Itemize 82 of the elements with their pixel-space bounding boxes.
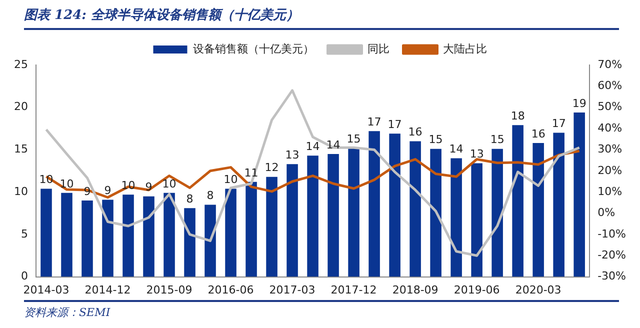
y-tick-label: 25 <box>14 58 28 71</box>
y-tick-label: 0 <box>20 270 28 283</box>
bar <box>574 112 585 277</box>
bar <box>471 163 482 277</box>
legend-label: 大陆占比 <box>442 42 487 56</box>
bar <box>430 148 442 277</box>
x-tick-label: 2014-03 <box>23 283 70 296</box>
data-label: 14 <box>449 142 464 156</box>
y2-tick-label: 30% <box>598 142 622 156</box>
y2-tick-label: 10% <box>598 184 622 198</box>
y-tick-label: 15 <box>14 142 28 156</box>
bar <box>204 204 216 277</box>
y2-tick-label: 70% <box>598 58 622 71</box>
x-tick-label: 2019-06 <box>454 283 500 296</box>
data-label: 10 <box>60 177 74 190</box>
data-label: 8 <box>206 189 214 202</box>
y2-tick-label: 60% <box>598 79 622 92</box>
bar <box>246 182 257 277</box>
y2-tick-label: 40% <box>598 121 622 134</box>
data-label: 16 <box>531 127 546 140</box>
y2-tick-label: 50% <box>598 100 622 114</box>
bar <box>286 164 298 277</box>
data-label: 17 <box>367 115 382 128</box>
data-label: 10 <box>224 173 238 186</box>
bar <box>82 200 93 277</box>
data-label: 18 <box>510 110 525 123</box>
bar <box>492 148 503 277</box>
data-label: 10 <box>162 177 176 190</box>
bar <box>348 148 360 277</box>
data-label: 10 <box>39 173 54 186</box>
data-label: 19 <box>572 96 586 110</box>
bar <box>410 141 421 277</box>
y-tick-label: 20 <box>14 100 28 114</box>
data-label: 13 <box>470 148 484 161</box>
y2-tick-label: 0% <box>598 206 616 220</box>
bar <box>266 176 278 277</box>
y2-tick-label: -10% <box>598 227 626 240</box>
bar <box>389 134 400 277</box>
bar <box>164 192 175 277</box>
bar <box>61 192 72 277</box>
chart-title: 图表 124: 全球半导体设备销售额（十亿美元） <box>24 6 619 30</box>
data-label: 14 <box>306 140 320 154</box>
bar <box>368 131 380 277</box>
x-tick-label: 2020-03 <box>515 283 562 296</box>
x-tick-label: 2016-06 <box>208 283 254 296</box>
x-tick-label: 2014-12 <box>84 283 131 296</box>
data-label: 11 <box>244 166 258 180</box>
bar <box>143 196 154 277</box>
bar <box>307 156 318 277</box>
bar <box>184 208 196 277</box>
data-label: 17 <box>388 118 402 131</box>
bar <box>512 125 524 277</box>
bar <box>225 188 236 277</box>
data-label: 15 <box>490 133 504 146</box>
data-label: 13 <box>285 148 300 162</box>
bar <box>532 142 544 277</box>
x-tick-label: 2017-03 <box>269 283 316 296</box>
bar <box>328 154 339 277</box>
data-label: 14 <box>326 138 340 152</box>
data-label: 8 <box>186 192 194 206</box>
bar <box>102 200 114 277</box>
data-label: 15 <box>428 133 443 146</box>
y2-tick-label: -30% <box>598 270 626 283</box>
legend-label: 设备销售额（十亿美元） <box>192 42 314 56</box>
x-tick-label: 2018-09 <box>392 283 438 296</box>
y-tick-label: 10 <box>14 184 28 198</box>
y-tick-label: 5 <box>20 227 28 240</box>
data-label: 15 <box>346 132 361 146</box>
y2-tick-label: 20% <box>598 164 622 177</box>
data-label: 9 <box>104 184 112 198</box>
bar <box>122 194 134 277</box>
data-label: 17 <box>552 117 566 130</box>
x-tick-label: 2015-09 <box>146 283 192 296</box>
text: 资料来源：SEMI <box>24 300 619 320</box>
x-tick-label: 2017-12 <box>330 283 377 296</box>
y2-tick-label: -20% <box>598 248 626 262</box>
data-label: 16 <box>408 126 422 139</box>
bar <box>553 132 564 277</box>
bar <box>450 158 462 277</box>
data-label: 12 <box>264 161 279 174</box>
bar <box>40 188 52 277</box>
legend-label: 同比 <box>367 42 390 56</box>
